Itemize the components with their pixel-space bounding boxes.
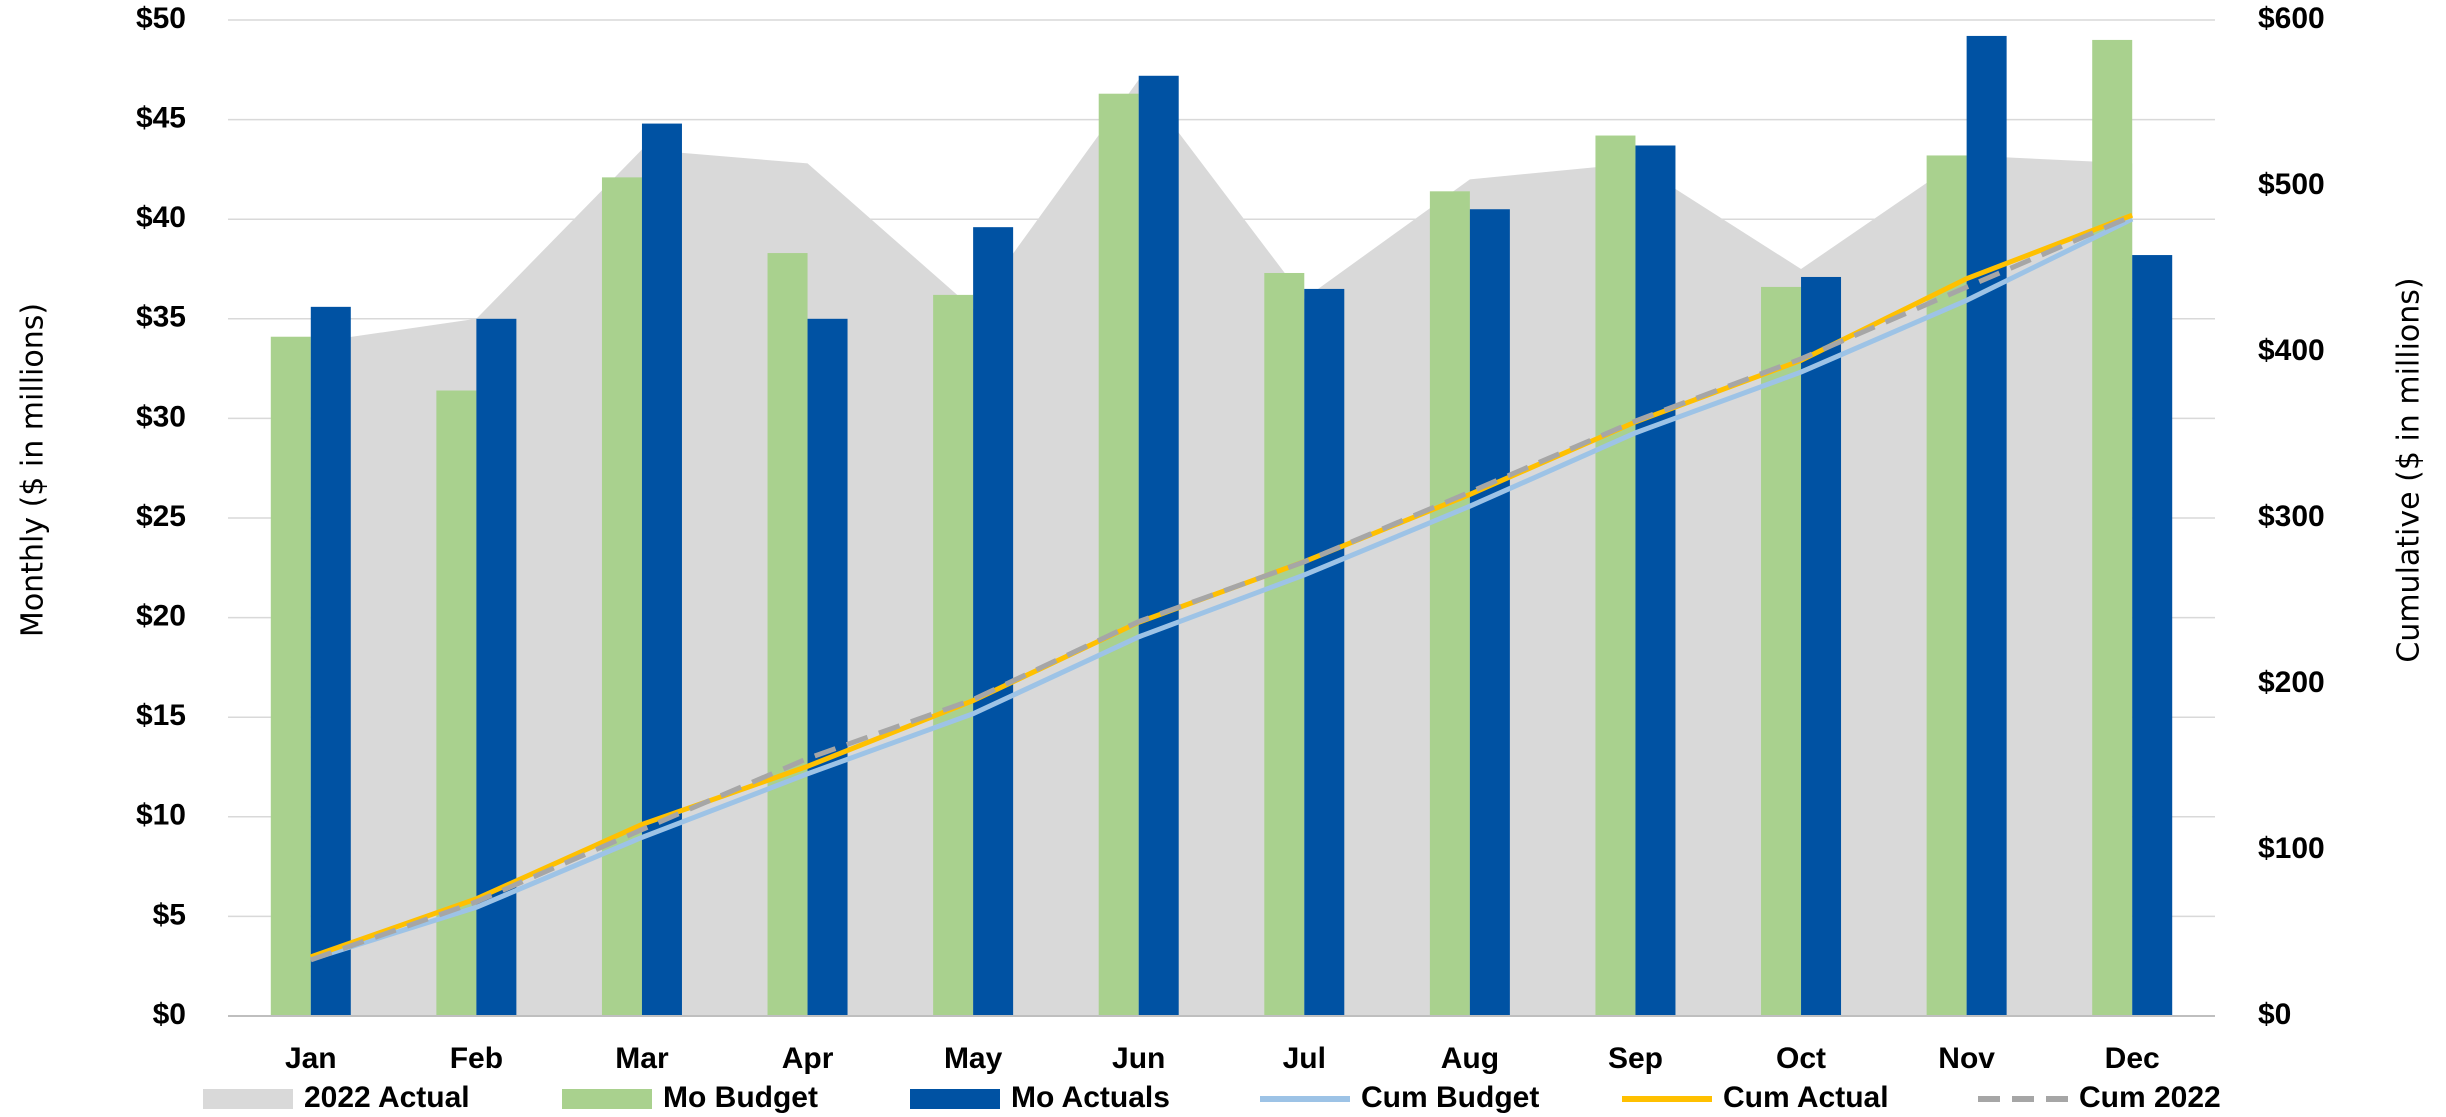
bar — [1469, 209, 1510, 1017]
y2-tick-label: $100 — [2258, 832, 2325, 865]
y-tick-label: $35 — [136, 301, 186, 334]
y-tick-label: $50 — [136, 2, 186, 35]
x-tick-label: Mar — [615, 1042, 669, 1075]
y-tick-label: $5 — [153, 898, 186, 931]
bar — [601, 177, 642, 1017]
legend-swatch — [203, 1089, 293, 1109]
legend-label: Mo Actuals — [1011, 1081, 1170, 1114]
legend-label: 2022 Actual — [304, 1081, 470, 1114]
x-tick-label: Feb — [450, 1042, 503, 1075]
bar — [1264, 272, 1305, 1016]
legend-label: Cum Actual — [1723, 1081, 1889, 1114]
x-tick-label: May — [944, 1042, 1003, 1075]
legend-swatch — [910, 1089, 1000, 1109]
y-tick-label: $0 — [153, 998, 186, 1031]
bar — [310, 306, 351, 1016]
bar — [2092, 39, 2133, 1017]
bar — [2132, 255, 2173, 1016]
line — [310, 216, 2134, 962]
x-tick-label: Nov — [1938, 1042, 1995, 1075]
y2-tick-label: $600 — [2258, 2, 2325, 35]
y-tick-label: $45 — [136, 102, 186, 135]
bar — [973, 227, 1014, 1017]
y2-tick-label: $400 — [2258, 334, 2325, 367]
x-tick-label: Aug — [1441, 1042, 1499, 1075]
bar — [807, 318, 848, 1016]
x-tick-label: Oct — [1776, 1042, 1826, 1075]
bar — [1304, 288, 1345, 1016]
y-tick-label: $25 — [136, 500, 186, 533]
y2-axis-title: Cumulative ($ in millions) — [2392, 277, 2427, 662]
bar — [1635, 145, 1676, 1017]
bar — [1926, 155, 1967, 1016]
y2-tick-label: $300 — [2258, 500, 2325, 533]
x-tick-label: Dec — [2105, 1042, 2160, 1075]
legend-label: Mo Budget — [663, 1081, 818, 1114]
y-tick-label: $20 — [136, 600, 186, 633]
x-tick-label: Jan — [285, 1042, 337, 1075]
x-tick-label: Apr — [782, 1042, 834, 1075]
y-axis-title: Monthly ($ in millions) — [16, 303, 51, 637]
y-tick-label: $40 — [136, 201, 186, 234]
bar — [1595, 135, 1636, 1016]
bar — [436, 390, 477, 1017]
x-tick-label: Jun — [1112, 1042, 1165, 1075]
y2-tick-label: $0 — [2258, 998, 2291, 1031]
y-tick-label: $15 — [136, 699, 186, 732]
bar — [1966, 35, 2007, 1017]
bar — [1761, 286, 1802, 1017]
y-tick-label: $10 — [136, 799, 186, 832]
bar — [767, 253, 808, 1017]
legend-label: Cum Budget — [1361, 1081, 1539, 1114]
bar — [933, 294, 974, 1016]
x-tick-label: Jul — [1283, 1042, 1326, 1075]
y-tick-label: $30 — [136, 400, 186, 433]
bar — [476, 318, 517, 1016]
bar — [641, 123, 682, 1017]
legend-label: Cum 2022 — [2079, 1081, 2221, 1114]
y2-tick-label: $200 — [2258, 666, 2325, 699]
line — [309, 213, 2134, 963]
bar — [1801, 276, 1842, 1016]
bar — [1138, 75, 1179, 1016]
y2-tick-label: $500 — [2258, 168, 2325, 201]
bar — [1429, 191, 1470, 1016]
x-tick-label: Sep — [1608, 1042, 1663, 1075]
bar — [1098, 93, 1139, 1017]
legend-swatch — [562, 1089, 652, 1109]
area — [310, 79, 2133, 1016]
bar — [270, 336, 311, 1016]
